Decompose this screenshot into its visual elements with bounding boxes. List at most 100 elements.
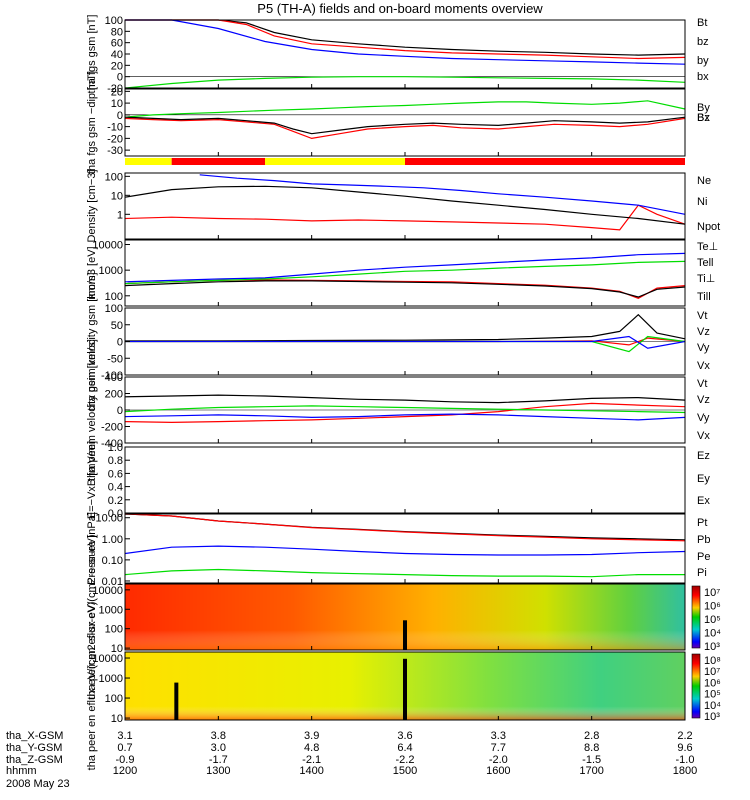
y-tick-label: 1 xyxy=(117,209,123,221)
status-segment xyxy=(125,158,172,165)
y-tick-label: 40 xyxy=(111,49,123,61)
x-tick-label: 1600 xyxy=(486,765,510,777)
y-tick-label: 0.4 xyxy=(108,482,123,494)
series-line-Ni xyxy=(124,185,686,225)
series-line-Pb xyxy=(124,513,686,542)
series-line-bx xyxy=(125,19,686,65)
x-row-value: -2.0 xyxy=(489,754,508,766)
x-row-value: 3.0 xyxy=(211,742,226,754)
series-line-Pi xyxy=(124,545,686,556)
data-gap xyxy=(403,620,407,650)
legend-entry: Ne xyxy=(697,175,711,187)
status-bar xyxy=(125,158,685,165)
colorbar-label: 10⁶ xyxy=(704,677,721,689)
legend-entry: Bt xyxy=(697,17,707,29)
x-row-label: tha_Z-GSM xyxy=(6,754,63,766)
x-row-value: 0.7 xyxy=(117,742,132,754)
x-row-value: 3.1 xyxy=(117,730,132,742)
time-row-label: hhmm xyxy=(6,765,37,777)
series-line-Bz xyxy=(124,117,686,140)
series-line-Vt xyxy=(125,313,686,342)
x-row-value: -0.9 xyxy=(116,754,135,766)
y-tick-label: 10000 xyxy=(92,585,123,597)
x-row-label: tha_X-GSM xyxy=(6,730,63,742)
x-tick-label: 1300 xyxy=(206,765,230,777)
x-row-value: 2.8 xyxy=(584,730,599,742)
legend-entry: Bz xyxy=(697,112,710,124)
figure-title: P5 (TH-A) fields and on-board moments ov… xyxy=(257,1,543,16)
y-axis-label: Pressure [nPa] xyxy=(86,512,98,585)
y-tick-label: 400 xyxy=(105,372,123,384)
x-row-value: 6.4 xyxy=(397,742,412,754)
x-row-value: 3.3 xyxy=(491,730,506,742)
y-axis-label: tha peem velocity gsm [km/s] xyxy=(86,339,98,481)
series-line-Tell xyxy=(124,280,686,298)
legend-entry: Pe xyxy=(697,551,710,563)
legend-entry: Bx xyxy=(697,112,710,124)
legend-entry: Pi xyxy=(697,567,707,579)
panel-frame xyxy=(124,239,686,307)
series-line-Vy xyxy=(125,335,686,353)
legend-entry: Vx xyxy=(697,430,710,442)
x-axis: tha_X-GSM 3.1 3.8 3.9 3.6 3.3 2.8 2.2 tha_Y-GSM 0… xyxy=(6,730,697,777)
x-tick-label: 1700 xyxy=(579,765,603,777)
colorbar-label: 10⁷ xyxy=(704,666,720,678)
y-tick-label: 100 xyxy=(105,171,123,183)
series-line-Pe xyxy=(124,568,685,578)
colorbar-label: 10⁴ xyxy=(704,628,721,640)
y-tick-label: -10 xyxy=(107,122,123,134)
panel-4: Te⊥ Tell Ti⊥ Till 10000 1000 100 mom3 [eV] xyxy=(86,239,718,307)
series-line-Ne xyxy=(124,204,686,231)
y-axis-label: tha peer en eflux eV/(cm2-s-sr-eV) xyxy=(86,602,98,771)
y-tick-label: 60 xyxy=(111,38,123,50)
colorbar-label: 10⁷ xyxy=(704,587,720,599)
y-tick-label: -30 xyxy=(107,145,123,157)
y-tick-label: 0.2 xyxy=(108,495,123,507)
y-tick-label: 0 xyxy=(117,110,123,122)
legend-entry: Till xyxy=(697,291,711,303)
y-axis-label: mom3 [eV] xyxy=(86,246,98,299)
series-line-Vx xyxy=(124,413,686,421)
legend-entry: Vt xyxy=(697,310,707,322)
y-tick-label: 0.0 xyxy=(108,508,123,520)
colorbar xyxy=(691,653,701,719)
y-tick-label: -20 xyxy=(107,83,123,95)
y-axis-label: tha fgs gsm −dip [nT] xyxy=(86,71,98,174)
y-tick-label: 0 xyxy=(117,337,123,349)
series-line-bz xyxy=(125,19,686,60)
x-row-value: -1.0 xyxy=(676,754,695,766)
data-gap xyxy=(403,658,407,720)
y-tick-label: 1000 xyxy=(99,604,123,616)
y-tick-label: 0 xyxy=(117,405,123,417)
y-tick-label: 20 xyxy=(111,60,123,72)
y-tick-label: -200 xyxy=(101,422,123,434)
y-tick-label: -100 xyxy=(101,370,123,382)
series-line-Vy xyxy=(124,405,686,414)
series-line-Npot xyxy=(199,174,686,215)
legend-entry: Vy xyxy=(697,412,710,424)
panel-8: Pt Pb Pe Pi 10.00 1.00 0.10 0.01 Pressure [nPa] xyxy=(86,512,710,588)
colorbar-label: 10³ xyxy=(704,711,720,723)
series-line-by xyxy=(124,76,686,89)
legend-entry: by xyxy=(697,55,709,67)
legend-entry: Vx xyxy=(697,360,710,372)
series-line-Vx xyxy=(125,335,686,349)
y-tick-label: 1.0 xyxy=(108,442,123,454)
x-row-value: 3.9 xyxy=(304,730,319,742)
y-tick-label: 1000 xyxy=(99,673,123,685)
y-tick-label: 10.00 xyxy=(95,513,123,525)
colorbar-label: 10⁵ xyxy=(704,614,721,626)
y-tick-label: 10 xyxy=(111,98,123,110)
x-row-value: 8.8 xyxy=(584,742,599,754)
y-tick-label: 100 xyxy=(105,303,123,315)
y-tick-label: 10000 xyxy=(92,240,123,252)
legend-entry: By xyxy=(697,102,710,114)
x-row-value: -1.5 xyxy=(582,754,601,766)
legend-entry: Vz xyxy=(697,394,710,406)
series-line-Vz xyxy=(124,402,686,424)
x-tick-label: 1200 xyxy=(113,765,137,777)
